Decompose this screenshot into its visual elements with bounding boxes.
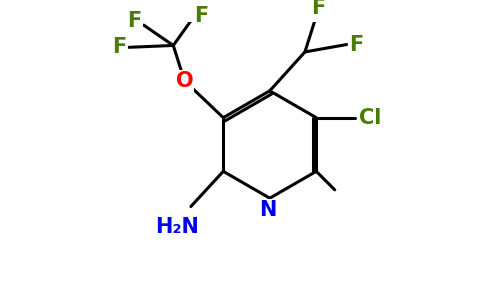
Text: F: F	[194, 6, 208, 26]
Text: N: N	[259, 200, 276, 220]
Text: F: F	[311, 0, 325, 17]
Text: F: F	[349, 34, 363, 55]
Text: F: F	[127, 11, 141, 32]
Text: H₂N: H₂N	[155, 217, 199, 237]
Text: F: F	[112, 37, 127, 57]
Text: Cl: Cl	[359, 108, 381, 128]
Text: O: O	[176, 70, 193, 91]
